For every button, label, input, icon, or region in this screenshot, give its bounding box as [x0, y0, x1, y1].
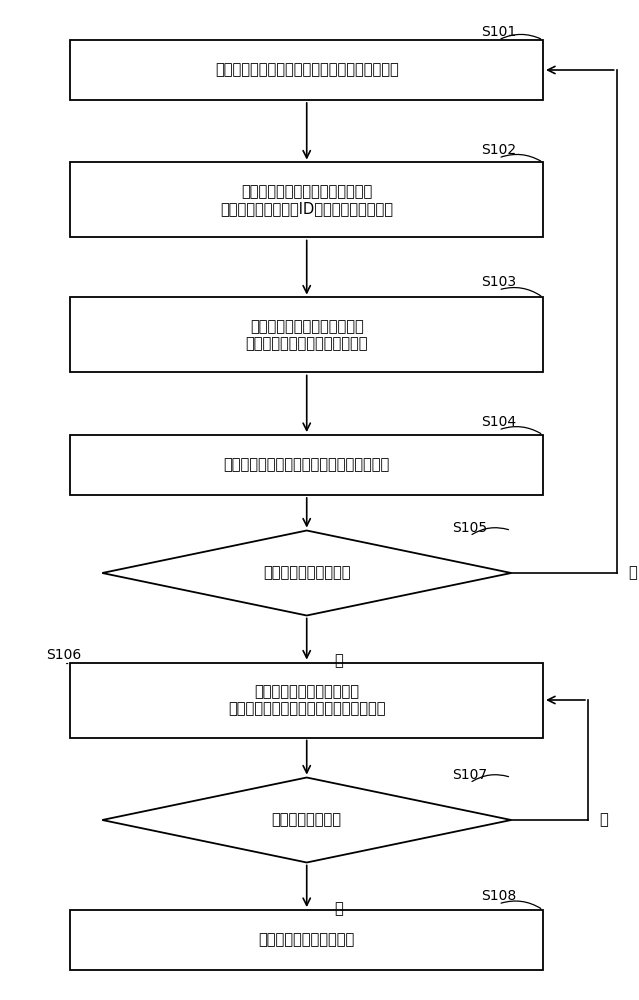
Text: 本次通信是否结束: 本次通信是否结束	[272, 812, 342, 828]
Polygon shape	[102, 778, 511, 862]
Text: 对得到的密钥对进行解密，得到公钥和私钥: 对得到的密钥对进行解密，得到公钥和私钥	[224, 458, 390, 473]
Text: 是: 是	[334, 654, 343, 669]
Text: 数据收发双方删除密钥对: 数据收发双方删除密钥对	[259, 932, 355, 948]
Text: 是: 是	[334, 901, 343, 916]
Text: S103: S103	[481, 275, 516, 289]
Text: 利用公钥对待发送数据进行
加密，利用私钥对接收到的数据进行解密: 利用公钥对待发送数据进行 加密，利用私钥对接收到的数据进行解密	[228, 684, 385, 716]
Bar	[70, 162, 543, 237]
Text: S104: S104	[481, 415, 516, 429]
Bar	[70, 910, 543, 970]
Text: 根据所述密钥对索引值从安全
存储区域内确定所需要的密钥对: 根据所述密钥对索引值从安全 存储区域内确定所需要的密钥对	[245, 319, 368, 351]
Bar	[70, 662, 543, 738]
Text: S105: S105	[452, 521, 487, 535]
Bar	[70, 40, 543, 100]
Text: 数据收发双方通过运营商基础设施建立通信连接: 数据收发双方通过运营商基础设施建立通信连接	[215, 62, 399, 78]
Bar	[70, 297, 543, 372]
Text: 通信连接是否建立成功: 通信连接是否建立成功	[263, 566, 350, 580]
Text: 否: 否	[628, 566, 637, 580]
Text: 数据收发双方根据预设密钥对索引
初值、扰码值和用户ID，确定密钥对索引值: 数据收发双方根据预设密钥对索引 初值、扰码值和用户ID，确定密钥对索引值	[220, 184, 393, 216]
Text: S101: S101	[481, 25, 516, 39]
Polygon shape	[102, 530, 511, 615]
Text: S106: S106	[46, 648, 82, 662]
Text: S108: S108	[481, 889, 516, 903]
Text: S102: S102	[481, 143, 516, 157]
Text: 否: 否	[599, 812, 608, 828]
Text: S107: S107	[452, 768, 487, 782]
Bar	[70, 435, 543, 495]
